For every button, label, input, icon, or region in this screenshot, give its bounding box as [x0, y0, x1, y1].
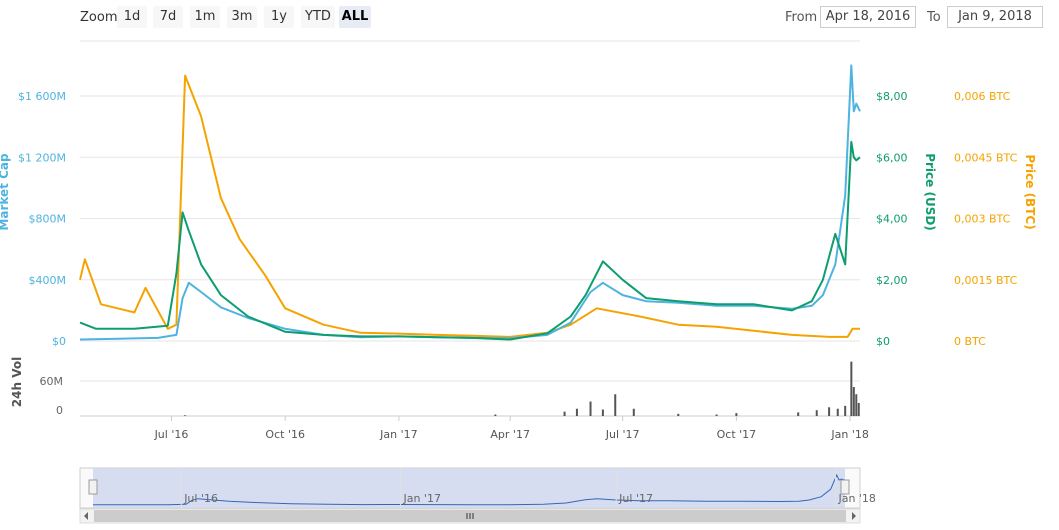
x-tick-label: Oct '16 — [265, 428, 305, 441]
x-tick-label: Apr '17 — [490, 428, 530, 441]
zoom-button-1d[interactable]: 1d — [117, 6, 147, 28]
price-usd-tick-label: $2,00 — [876, 274, 908, 287]
navigator-tick-label: Jul '16 — [183, 492, 218, 505]
market-cap-tick-label: $1 600M — [18, 90, 66, 103]
market-cap-tick-label: $0 — [52, 335, 66, 348]
volume-bar — [632, 408, 635, 416]
volume-tick-label: 60M — [40, 375, 64, 388]
scroll-left-arrow-icon[interactable] — [84, 512, 88, 520]
volume-bar — [828, 407, 831, 416]
volume-bar — [855, 394, 858, 416]
price-btc-tick-label: 0 BTC — [954, 335, 986, 348]
volume-bar — [852, 387, 855, 416]
volume-bar — [601, 409, 604, 416]
zoom-button-1m[interactable]: 1m — [190, 6, 220, 28]
market-cap-tick-label: $400M — [29, 274, 67, 287]
market-cap-tick-label: $1 200M — [18, 151, 66, 164]
volume-bar — [815, 410, 818, 416]
to-label: To — [927, 10, 941, 25]
navigator-tick-label: Jan '17 — [402, 492, 440, 505]
price-btc-tick-label: 0,0045 BTC — [954, 151, 1018, 164]
volume-bar — [184, 415, 187, 416]
navigator-series-line — [93, 473, 846, 506]
price-btc-tick-label: 0,006 BTC — [954, 90, 1011, 103]
volume-bar — [857, 402, 860, 416]
x-tick-label: Jan '17 — [379, 428, 417, 441]
zoom-button-1y[interactable]: 1y — [264, 6, 294, 28]
from-label: From — [785, 10, 818, 25]
volume-tick-label: 0 — [56, 404, 63, 417]
market-cap-axis-title: Market Cap — [0, 153, 11, 231]
price-usd-tick-label: $4,00 — [876, 213, 908, 226]
price-btc-tick-label: 0,0015 BTC — [954, 274, 1018, 287]
zoom-button-all[interactable]: ALL — [339, 6, 371, 28]
price-usd-tick-label: $8,00 — [876, 90, 908, 103]
zoom-button-7d[interactable]: 7d — [153, 6, 183, 28]
price-usd-line — [79, 140, 861, 341]
volume-bar — [797, 412, 800, 416]
price-btc-line — [79, 74, 860, 338]
navigator-left-handle[interactable] — [88, 479, 98, 495]
x-tick-label: Jan '18 — [830, 428, 868, 441]
volume-bar — [494, 414, 497, 416]
volume-bar — [614, 394, 617, 416]
market-cap-tick-label: $800M — [29, 213, 67, 226]
from-date-input[interactable]: Apr 18, 2016 — [820, 6, 916, 28]
volume-bar — [563, 411, 566, 416]
volume-bar — [844, 405, 847, 416]
price-btc-axis-title: Price (BTC) — [1023, 154, 1037, 229]
zoom-label: Zoom — [80, 10, 118, 25]
scroll-right-arrow-icon[interactable] — [852, 512, 856, 520]
volume-axis-title: 24h Vol — [10, 357, 24, 407]
x-tick-label: Jul '17 — [605, 428, 640, 441]
volume-bar — [589, 401, 592, 416]
volume-bar — [677, 413, 680, 416]
navigator-tick-label: Jul '17 — [618, 492, 653, 505]
x-tick-label: Jul '16 — [154, 428, 189, 441]
price-usd-axis-title: Price (USD) — [923, 153, 937, 231]
price-usd-tick-label: $0 — [876, 335, 890, 348]
price-btc-tick-label: 0,003 BTC — [954, 213, 1011, 226]
price-usd-tick-label: $6,00 — [876, 151, 908, 164]
volume-bar — [836, 408, 839, 416]
to-date-input[interactable]: Jan 9, 2018 — [947, 6, 1043, 28]
market-cap-line — [79, 64, 861, 341]
navigator-tick-label: Jan '18 — [837, 492, 875, 505]
navigator-right-handle[interactable] — [840, 479, 850, 495]
volume-bar — [850, 361, 853, 416]
zoom-button-ytd[interactable]: YTD — [301, 6, 335, 28]
volume-bar — [575, 408, 578, 416]
volume-bar — [735, 413, 738, 416]
zoom-button-3m[interactable]: 3m — [227, 6, 257, 28]
volume-bar — [715, 414, 718, 416]
x-tick-label: Oct '17 — [717, 428, 757, 441]
